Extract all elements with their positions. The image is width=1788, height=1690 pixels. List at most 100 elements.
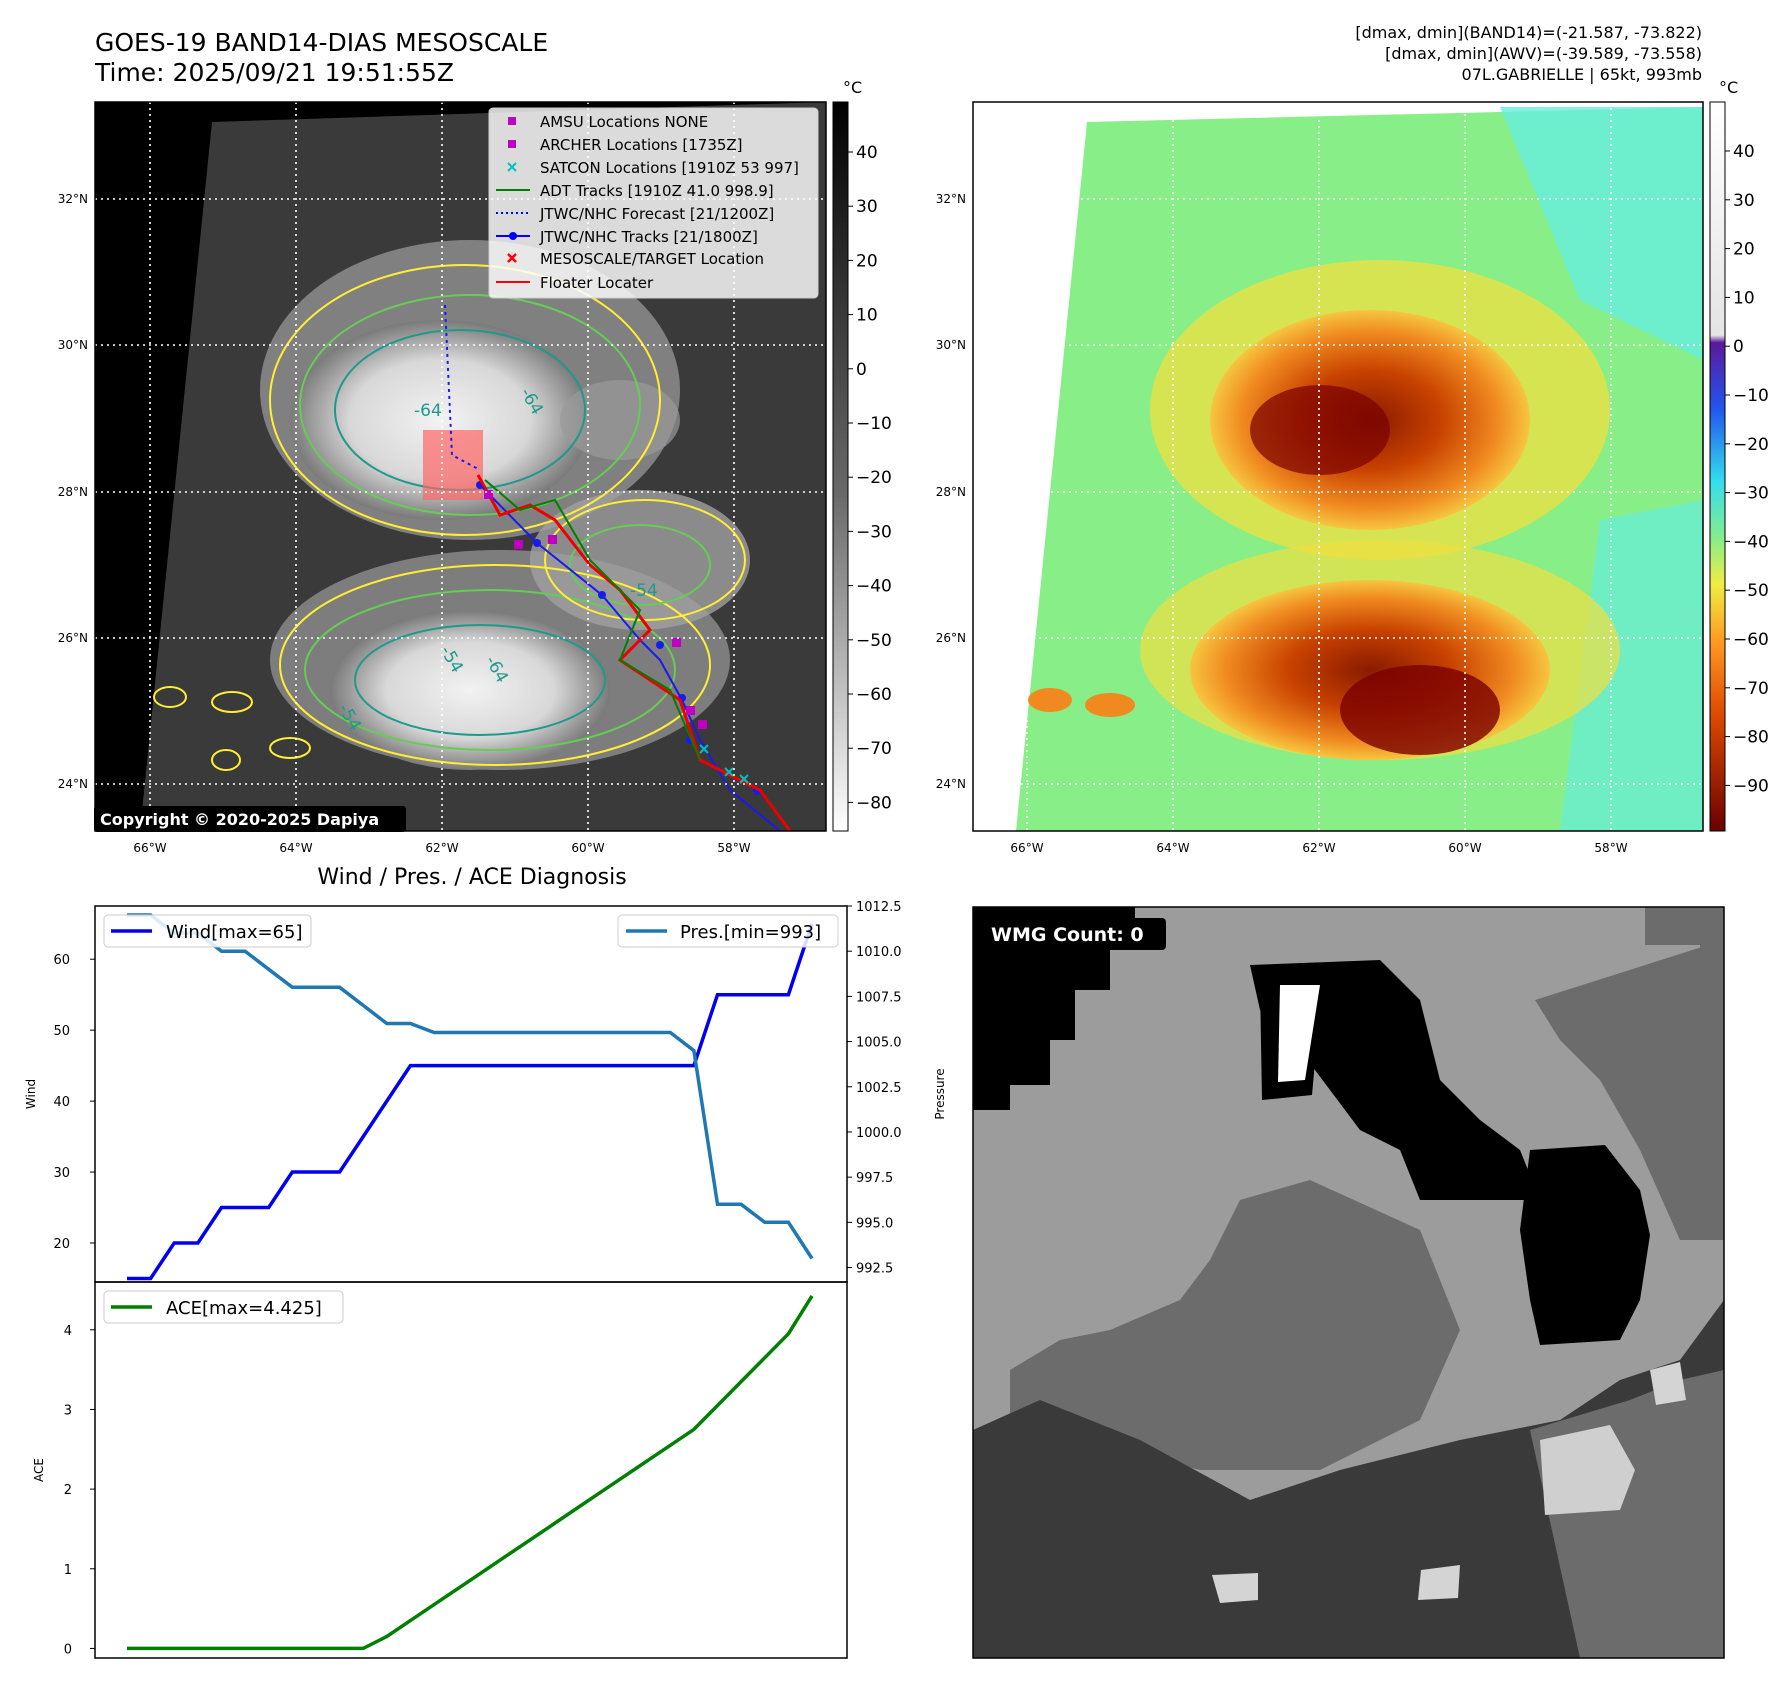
colorbar-tick-label: 10 xyxy=(856,306,878,326)
y-tick-label: 0 xyxy=(64,1642,72,1657)
satcon-points xyxy=(699,744,749,784)
y2-tick-label: 997.5 xyxy=(856,1171,893,1186)
legend-pressure: Pres.[min=993] xyxy=(680,922,821,943)
legend-square-marker xyxy=(508,140,516,148)
colorbar-tick-label: −80 xyxy=(1733,728,1769,748)
wind-series-line xyxy=(127,923,814,1281)
colorbar-tick-label: 10 xyxy=(1733,288,1755,308)
map2-lat-ticks: 32°N 30°N 28°N 26°N 24°N xyxy=(936,192,966,791)
map1-lat-ticks: 32°N 30°N 28°N 26°N 24°N xyxy=(58,192,88,791)
wind-axis-ticks: 20 30 40 50 60 xyxy=(53,953,95,1252)
lon-tick: 64°W xyxy=(1156,841,1189,855)
legend-x-marker xyxy=(507,162,517,172)
ace-series xyxy=(127,1294,814,1651)
stats-line2: [dmax, dmin](AWV)=(-39.589, -73.558) xyxy=(1385,44,1702,63)
colorbar-tick-label: 30 xyxy=(856,197,878,217)
lat-tick: 26°N xyxy=(936,631,966,645)
wmg-cold-region xyxy=(1520,1145,1650,1345)
map1-contours xyxy=(153,264,746,771)
storm-info: 07L.GABRIELLE | 65kt, 993mb xyxy=(1462,65,1702,84)
map2-gridlines xyxy=(973,102,1703,831)
y2-tick-label: 995.0 xyxy=(856,1216,893,1231)
colorbar-awv-bar xyxy=(1709,101,1726,832)
wmg-warm-spot xyxy=(1418,1565,1460,1600)
pressure-series-line xyxy=(127,913,814,1260)
colorbar-tick-label: −10 xyxy=(1733,386,1769,406)
lat-tick: 30°N xyxy=(58,338,88,352)
colorbar-tick-label: −40 xyxy=(1733,532,1769,552)
y-tick-label: 30 xyxy=(53,1166,70,1181)
legend-square-marker xyxy=(508,117,516,125)
mesoscale-target-box xyxy=(423,430,483,500)
contour-label: -64 xyxy=(414,401,442,421)
forecast-track xyxy=(444,304,481,471)
colorbar-band14-bar xyxy=(832,101,849,832)
lat-tick: 24°N xyxy=(936,777,966,791)
wmg-panel: WMG Count: 0 xyxy=(972,906,1725,1659)
colorbar-tick-label: −50 xyxy=(1733,581,1769,601)
map2-lon-ticks: 66°W 64°W 62°W 60°W 58°W xyxy=(1010,841,1627,855)
lon-tick: 58°W xyxy=(1594,841,1627,855)
colorbar-tick-label: 0 xyxy=(856,360,867,380)
lon-tick: 66°W xyxy=(1010,841,1043,855)
lon-tick: 62°W xyxy=(1302,841,1335,855)
colorbar-tick-label: −30 xyxy=(856,522,892,542)
y-tick-label: 4 xyxy=(64,1324,72,1339)
y2-tick-label: 1007.5 xyxy=(856,990,902,1005)
band14-map-panel: -64 -64 -54 -54 -64 -54 xyxy=(58,101,827,855)
copyright-text: Copyright © 2020-2025 Dapiya xyxy=(100,810,379,829)
y-tick-label: 20 xyxy=(53,1237,70,1252)
wmg-label-box xyxy=(983,918,1166,950)
lon-tick: 64°W xyxy=(279,841,312,855)
map1-frame xyxy=(94,101,827,832)
wmg-region xyxy=(1535,940,1724,1240)
wmg-warm-spot xyxy=(1540,1425,1635,1515)
ace-axis-label: ACE xyxy=(32,1458,46,1482)
map-title-line1: GOES-19 BAND14-DIAS MESOSCALE xyxy=(95,28,548,57)
legend-wind: Wind[max=65] xyxy=(166,922,303,943)
legend-entry: SATCON Locations [1910Z 53 997] xyxy=(540,159,799,177)
wmg-warm-spot xyxy=(1278,985,1320,1082)
colorbar-tick-label: 0 xyxy=(1733,337,1744,357)
colorbar-tick-label: −90 xyxy=(1733,776,1769,796)
lat-tick: 28°N xyxy=(58,485,88,499)
map2-cold-top xyxy=(1250,385,1390,475)
y2-tick-label: 1005.0 xyxy=(856,1036,902,1051)
best-track xyxy=(479,484,781,831)
pressure-legend: Pres.[min=993] xyxy=(617,914,839,948)
colorbar-unit: °C xyxy=(843,78,862,97)
awv-map-panel: 32°N 30°N 28°N 26°N 24°N 66°W 64°W 62°W … xyxy=(936,101,1704,855)
wmg-frame xyxy=(972,906,1725,1659)
map2-cloud xyxy=(1028,688,1072,712)
y2-tick-label: 1010.0 xyxy=(856,945,902,960)
map2-moist-region xyxy=(1560,500,1703,831)
awv-colorbar: °C 40 30 20 10 0 −10 −20 −30 −40 −50 −60 −70 −80 −90 xyxy=(1709,78,1769,832)
map1-legend: AMSU Locations NONE ARCHER Locations [17… xyxy=(488,107,819,299)
contour-label: -54 xyxy=(630,581,658,601)
y-tick-label: 50 xyxy=(53,1024,70,1039)
ace-plot-frame xyxy=(94,1281,848,1659)
colorbar-tick-label: −20 xyxy=(1733,435,1769,455)
map2-cloud xyxy=(1085,693,1135,717)
lat-tick: 28°N xyxy=(936,485,966,499)
legend-box xyxy=(617,914,839,948)
colorbar-tick-label: −80 xyxy=(856,793,892,813)
wmg-cold-region xyxy=(973,907,1135,1110)
wind-axis-label: Wind xyxy=(24,1079,38,1109)
legend-entry: MESOSCALE/TARGET Location xyxy=(540,250,764,268)
lat-tick: 30°N xyxy=(936,338,966,352)
colorbar-tick-label: −70 xyxy=(856,739,892,759)
lon-tick: 60°W xyxy=(1448,841,1481,855)
lat-tick: 32°N xyxy=(58,192,88,206)
legend-ace: ACE[max=4.425] xyxy=(166,1298,322,1319)
legend-box xyxy=(103,914,312,948)
y-tick-label: 60 xyxy=(53,953,70,968)
wmg-count-label: WMG Count: 0 xyxy=(991,924,1144,946)
legend-box xyxy=(103,1290,344,1324)
colorbar-tick-label: −30 xyxy=(1733,484,1769,504)
pressure-axis-ticks: 992.5 995.0 997.5 1000.0 1002.5 1005.0 1007.5 1… xyxy=(847,900,902,1277)
legend-entry: JTWC/NHC Forecast [21/1200Z] xyxy=(539,205,774,223)
colorbar-tick-label: 30 xyxy=(1733,191,1755,211)
floater-track xyxy=(476,474,792,831)
